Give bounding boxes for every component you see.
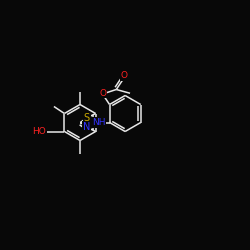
Text: S: S: [84, 113, 90, 123]
Text: N: N: [83, 122, 90, 132]
Text: HO: HO: [32, 127, 46, 136]
Text: NH: NH: [92, 118, 105, 127]
Text: O: O: [99, 88, 106, 98]
Text: O: O: [120, 72, 127, 80]
